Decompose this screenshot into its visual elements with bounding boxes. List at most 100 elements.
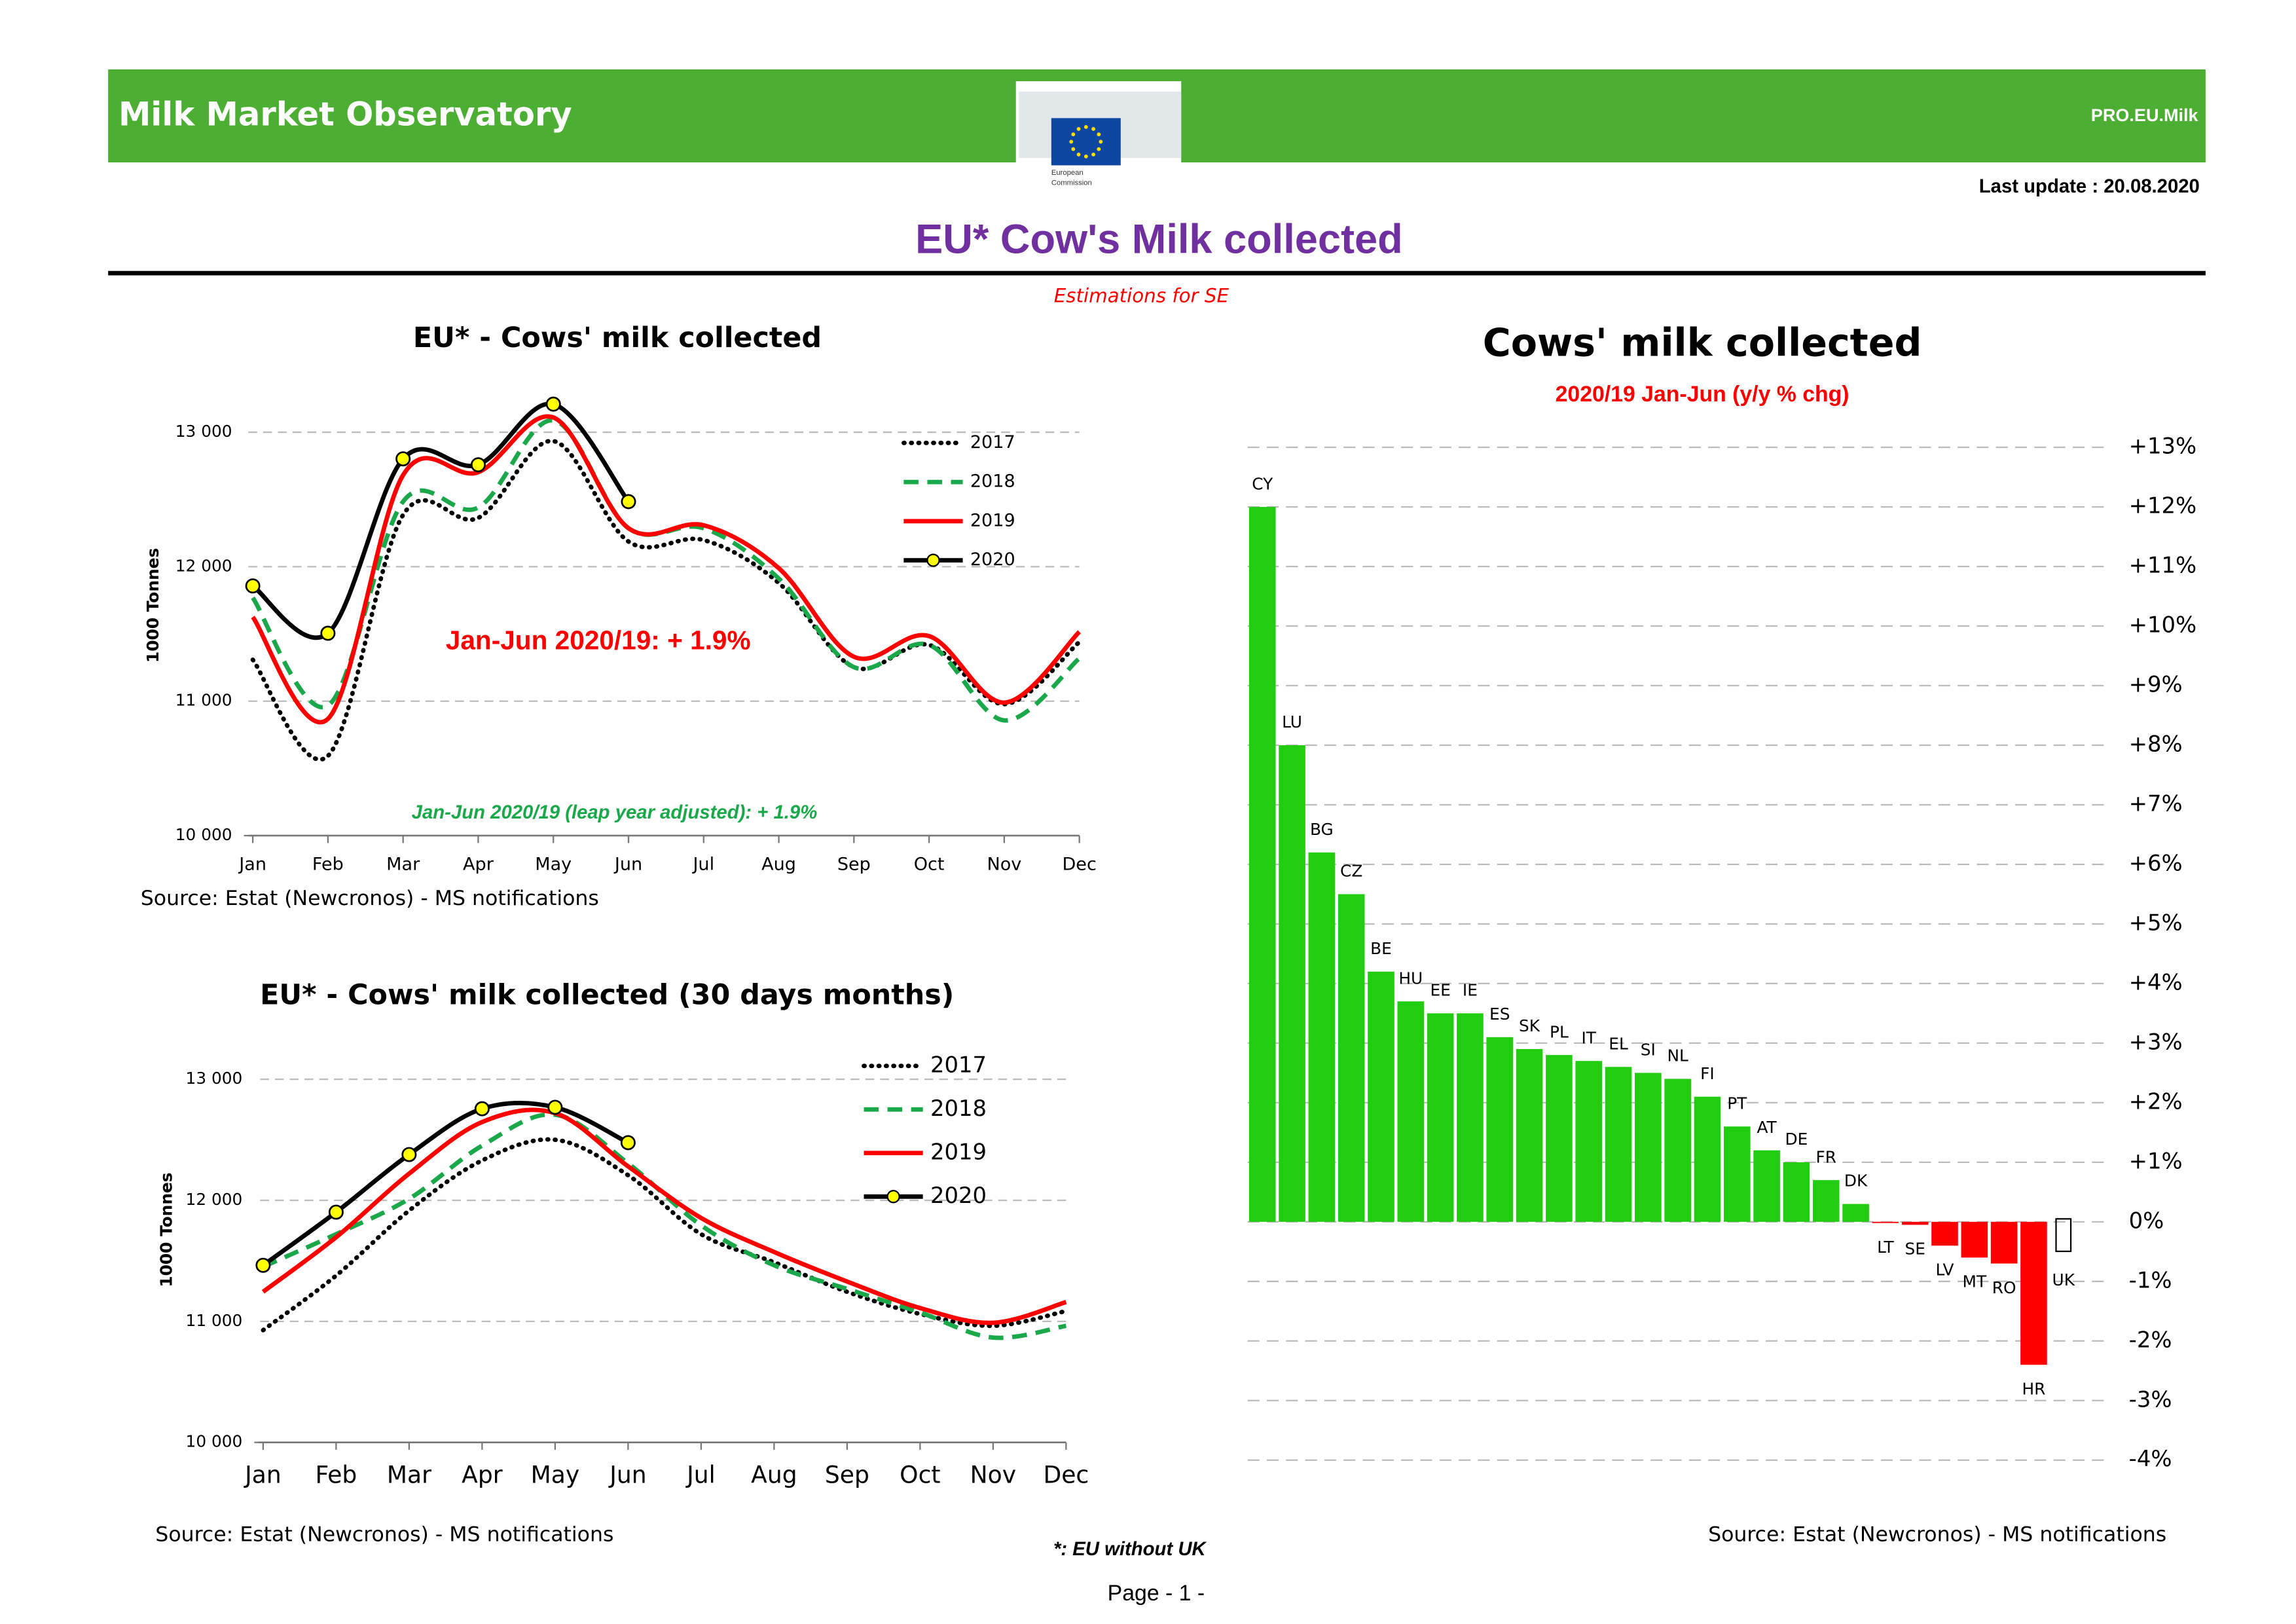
bar xyxy=(1635,1073,1662,1222)
y-tick-label: 12 000 xyxy=(175,556,232,575)
bar xyxy=(1931,1221,1958,1246)
y-tick-label: -2% xyxy=(2129,1327,2172,1352)
x-tick-label: Jun xyxy=(613,855,642,875)
y-tick-label: -4% xyxy=(2129,1446,2172,1471)
bar xyxy=(1605,1067,1632,1222)
logo-stars xyxy=(1069,124,1103,158)
logo: European Commission xyxy=(1015,81,1182,193)
header-title: Milk Market Observatory xyxy=(118,96,572,134)
star xyxy=(1091,153,1096,157)
y-tick-label: 13 000 xyxy=(186,1069,243,1088)
series-line xyxy=(251,414,1082,725)
y-tick-label: +9% xyxy=(2129,672,2183,697)
y-tick-label: 13 000 xyxy=(175,422,232,441)
bar xyxy=(1308,852,1336,1222)
y-tick-label: +13% xyxy=(2129,434,2196,459)
bar-label: LU xyxy=(1282,712,1302,731)
x-tick-label: Dec xyxy=(1062,855,1096,875)
bar-label: EE xyxy=(1430,981,1450,1000)
no-data-glyph xyxy=(2055,1218,2072,1253)
x-tick-label: May xyxy=(535,855,572,875)
series-marker xyxy=(255,1257,271,1273)
y-tick-label: 11 000 xyxy=(186,1311,243,1330)
legend-label: 2019 xyxy=(930,1139,987,1164)
legend-marker xyxy=(926,553,940,567)
x-tick-label: Feb xyxy=(312,855,344,875)
x-tick-label: Nov xyxy=(970,1462,1016,1489)
legend-label: 2017 xyxy=(930,1052,987,1077)
page-number: Page - 1 - xyxy=(1108,1581,1205,1606)
y-tick-label: +10% xyxy=(2129,612,2196,638)
series-line xyxy=(261,1107,1067,1325)
series-marker xyxy=(401,1147,417,1162)
bar-label: SE xyxy=(1904,1240,1925,1259)
y-tick-label: +11% xyxy=(2129,553,2196,578)
bar xyxy=(1753,1150,1780,1222)
x-tick-label: Aug xyxy=(751,1462,797,1489)
y-axis-label: 1000 Tonnes xyxy=(156,1172,175,1287)
x-tick-label: Dec xyxy=(1043,1462,1089,1489)
y-tick-label: +6% xyxy=(2129,850,2183,876)
footnote: *: EU without UK xyxy=(1053,1538,1207,1560)
y-tick-label: -3% xyxy=(2129,1386,2172,1412)
bar xyxy=(1664,1079,1691,1222)
bar-label: DK xyxy=(1844,1172,1868,1190)
bar-label: LT xyxy=(1877,1238,1894,1257)
source: Source: Estat (Newcronos) - MS notificat… xyxy=(155,1523,613,1547)
bar-label: HU xyxy=(1398,969,1423,987)
bar xyxy=(1546,1055,1573,1222)
star xyxy=(1097,132,1101,137)
bar xyxy=(1279,745,1305,1222)
bar-label: EL xyxy=(1609,1034,1628,1053)
bar xyxy=(1961,1221,1988,1258)
star xyxy=(1084,155,1088,158)
series-marker xyxy=(621,494,636,509)
y-tick-label: -1% xyxy=(2129,1267,2172,1293)
bar xyxy=(1842,1204,1869,1222)
y-tick-label: 10 000 xyxy=(186,1432,243,1451)
bar xyxy=(1368,971,1394,1222)
bar-label: DE xyxy=(1785,1130,1808,1149)
bar-label: IE xyxy=(1463,981,1478,1000)
bar xyxy=(1990,1221,2018,1264)
star xyxy=(1097,147,1101,151)
source: Source: Estat (Newcronos) - MS notificat… xyxy=(141,887,599,910)
bar-label: PL xyxy=(1550,1022,1569,1041)
series-marker xyxy=(547,1099,563,1115)
legend-label: 2017 xyxy=(970,432,1015,452)
legend-label: 2018 xyxy=(930,1096,987,1121)
y-tick-label: 10 000 xyxy=(175,825,232,844)
bar-label: LV xyxy=(1935,1261,1954,1280)
series-line xyxy=(261,1100,629,1267)
chart-title: EU* - Cows' milk collected (30 days mont… xyxy=(260,978,954,1011)
source: Source: Estat (Newcronos) - MS notificat… xyxy=(1708,1523,2166,1547)
logo-text: European xyxy=(1051,169,1084,177)
x-tick-label: Jul xyxy=(691,855,714,875)
bar xyxy=(1723,1126,1751,1222)
bar xyxy=(2020,1221,2047,1365)
chart-title: EU* - Cows' milk collected xyxy=(413,322,822,354)
bar-label: BE xyxy=(1370,939,1392,958)
star xyxy=(1071,132,1076,137)
bar-label: FR xyxy=(1815,1147,1836,1166)
bar xyxy=(1248,507,1276,1222)
bar-label: RO xyxy=(1992,1278,2016,1297)
y-tick-label: +1% xyxy=(2129,1148,2183,1173)
x-tick-label: Jan xyxy=(244,1462,282,1489)
bar-label: PT xyxy=(1727,1094,1747,1113)
bar xyxy=(1694,1096,1721,1222)
y-tick-label: 11 000 xyxy=(175,691,232,710)
bar-label: SK xyxy=(1519,1016,1540,1035)
bar xyxy=(1901,1221,1929,1225)
x-tick-label: Oct xyxy=(914,855,945,875)
x-tick-label: Sep xyxy=(837,855,871,875)
x-tick-label: Apr xyxy=(463,855,494,875)
series-marker xyxy=(620,1135,636,1151)
bar-label: NL xyxy=(1667,1046,1688,1065)
annotation: Jan-Jun 2020/19: + 1.9% xyxy=(446,625,751,655)
bar xyxy=(1338,894,1365,1222)
bar-label: UK xyxy=(2052,1270,2075,1289)
x-tick-label: Mar xyxy=(386,855,420,875)
star xyxy=(1084,124,1088,129)
